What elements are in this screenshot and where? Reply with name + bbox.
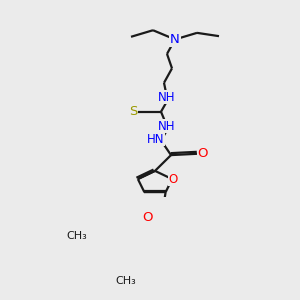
Text: CH₃: CH₃ [67,231,88,241]
Text: NH: NH [158,91,176,104]
Text: S: S [129,105,137,118]
Text: CH₃: CH₃ [115,276,136,286]
Text: NH: NH [158,120,176,133]
Text: O: O [142,212,153,224]
Text: HN: HN [147,133,165,146]
Text: O: O [198,147,208,160]
Text: O: O [169,172,178,186]
Text: N: N [170,33,180,46]
